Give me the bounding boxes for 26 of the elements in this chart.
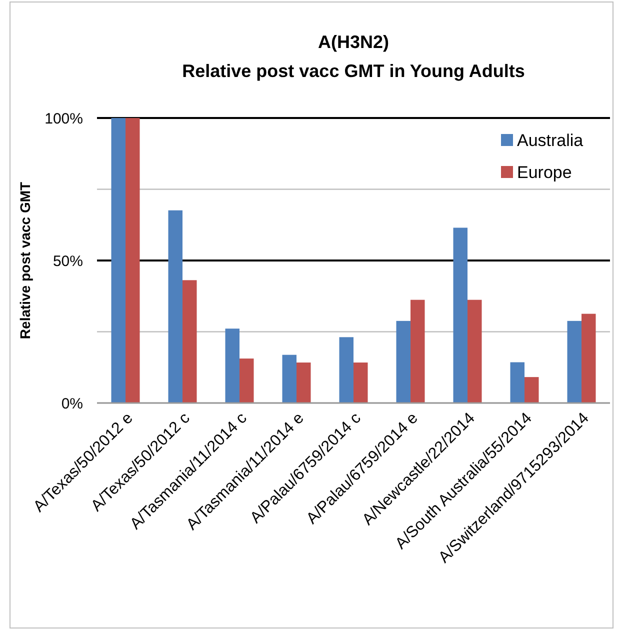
chart-subtitle: Relative post vacc GMT in Young Adults [182, 61, 525, 81]
bar [240, 358, 254, 403]
bar [225, 328, 240, 403]
bar [524, 377, 539, 403]
y-tick-label: 100% [44, 110, 83, 128]
bar [111, 118, 126, 403]
y-axis-title: Relative post vacc GMT [17, 181, 33, 340]
bar [282, 354, 296, 403]
y-tick-label: 0% [61, 395, 83, 412]
y-tick-label: 50% [52, 252, 83, 270]
chart-title: A(H3N2) [318, 32, 390, 52]
bar [567, 320, 582, 403]
bar [339, 337, 354, 403]
bar [168, 210, 182, 403]
bar [468, 300, 482, 403]
bar [453, 228, 468, 403]
bar [182, 280, 197, 403]
legend-label: Europe [517, 162, 572, 182]
legend-label: Australia [517, 130, 584, 150]
bar [126, 118, 140, 403]
bar [510, 362, 524, 403]
bar [396, 320, 410, 403]
bar [296, 362, 311, 403]
bar [410, 300, 425, 403]
bar [582, 314, 596, 403]
bar [354, 362, 368, 403]
